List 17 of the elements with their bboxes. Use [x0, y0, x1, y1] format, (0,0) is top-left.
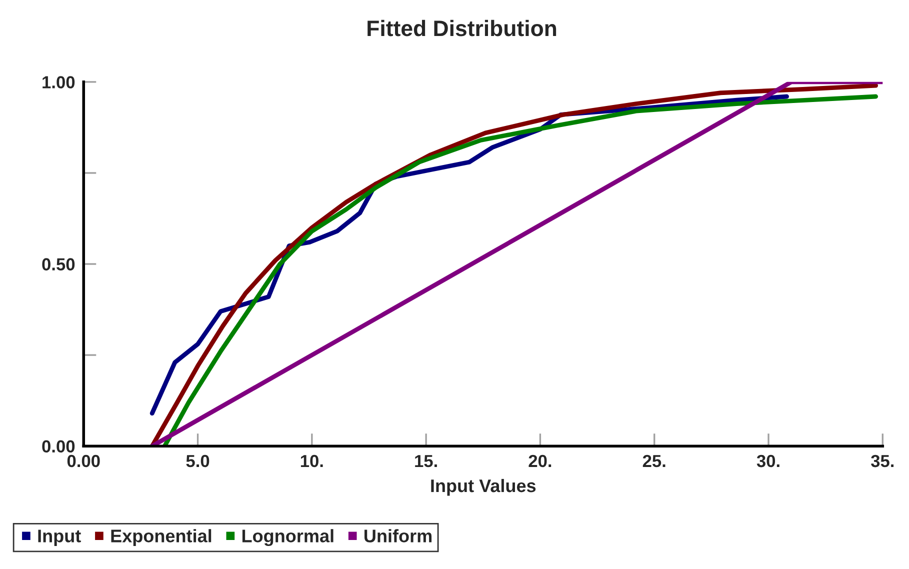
y-tick-label: 0.00: [42, 440, 75, 453]
x-tick-label: 25.: [642, 454, 666, 468]
x-tick-label: 10.: [300, 454, 323, 468]
chart-title: Fitted Distribution: [368, 20, 556, 36]
x-tick-label: 20.: [528, 454, 552, 468]
y-tick-label: 0.50: [42, 258, 75, 270]
x-tick-label: 30.: [756, 454, 780, 468]
x-tick-label: 0.00: [67, 454, 100, 468]
y-tick-label: 1.00: [42, 76, 75, 88]
legend-label: Uniform: [364, 529, 432, 542]
x-axis-title: Input Values: [431, 478, 536, 496]
x-tick-label: 35.: [870, 454, 894, 468]
x-tick-label: 5.0: [186, 454, 210, 468]
legend-label: Input: [38, 530, 81, 546]
x-tick-label: 15.: [415, 455, 437, 468]
legend-label: Lognormal: [242, 529, 334, 546]
legend-label: Exponential: [111, 529, 212, 546]
